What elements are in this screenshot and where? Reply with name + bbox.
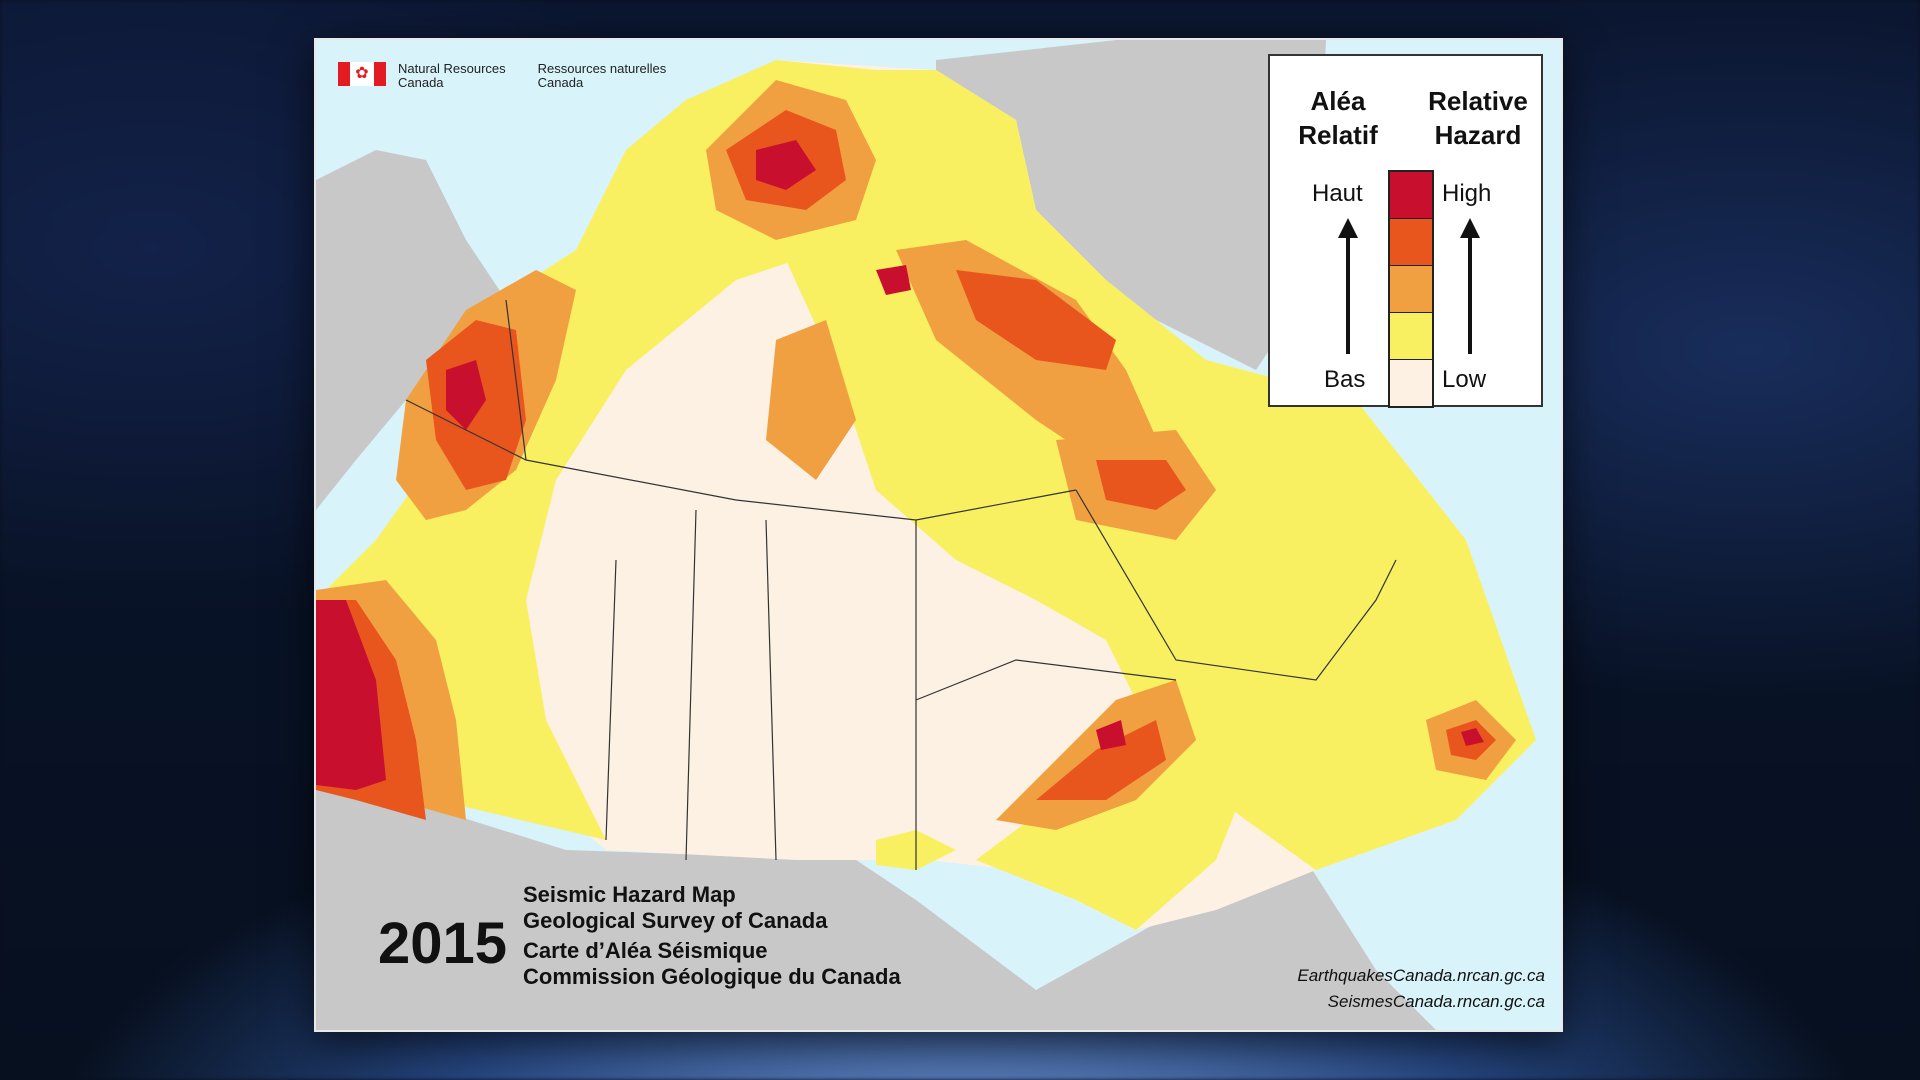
title-en-line1: Seismic Hazard Map <box>523 882 736 907</box>
department-name-en: Natural Resources Canada <box>398 62 506 90</box>
swatch-high <box>1390 172 1432 218</box>
legend-title-fr-line1: Aléa <box>1310 86 1366 116</box>
zone-moderate-baffin-bay <box>766 320 856 480</box>
legend-low-fr: Bas <box>1324 366 1366 393</box>
legend-low-en: Low <box>1442 366 1487 393</box>
department-name-fr: Ressources naturelles Canada <box>538 62 667 90</box>
dept-en-line1: Natural Resources <box>398 61 506 76</box>
legend-color-scale <box>1388 170 1434 408</box>
hazard-legend: Aléa Relatif Relative Hazard Haut Bas Hi… <box>1268 54 1543 408</box>
legend-title-fr: Aléa Relatif <box>1288 84 1388 152</box>
legend-title-en-line1: Relative <box>1428 86 1528 116</box>
arrow-up-icon <box>1338 218 1358 354</box>
website-fr: SeismesCanada.rncan.gc.ca <box>1327 992 1545 1011</box>
nrcan-header: ✿ Natural Resources Canada Ressources na… <box>338 62 666 90</box>
legend-title-fr-line2: Relatif <box>1298 120 1378 150</box>
legend-high-en: High <box>1442 180 1492 207</box>
dept-fr-line2: Canada <box>537 75 584 90</box>
zone-high-haida-gwaii <box>316 600 386 790</box>
website-en: EarthquakesCanada.nrcan.gc.ca <box>1297 966 1545 985</box>
zone-moderate-high-baffin <box>956 270 1116 370</box>
swatch-moderate-high <box>1390 218 1432 265</box>
swatch-low-moderate <box>1390 312 1432 359</box>
zone-moderate-high-labrador <box>1096 460 1186 510</box>
legend-title-en-line2: Hazard <box>1434 120 1522 150</box>
seismic-hazard-map: ✿ Natural Resources Canada Ressources na… <box>316 40 1561 1030</box>
map-year: 2015 <box>378 911 508 976</box>
greenland-land <box>936 40 1326 370</box>
legend-title-en: Relative Hazard <box>1418 84 1538 152</box>
usa-land <box>316 790 1436 1030</box>
zone-high-arctic <box>756 140 816 190</box>
zone-high-grand-banks <box>1461 728 1484 746</box>
zone-low-moderate-west <box>316 60 916 840</box>
map-canvas <box>316 40 1536 1030</box>
legend-high-fr: Haut <box>1312 180 1363 207</box>
province-borders <box>405 299 1397 870</box>
zone-high-yukon <box>446 360 486 430</box>
zone-high-charlevoix <box>1096 720 1126 750</box>
swatch-low <box>1390 359 1432 406</box>
swatch-moderate <box>1390 265 1432 312</box>
dept-en-line2: Canada <box>398 75 444 90</box>
title-fr-line2: Commission Géologique du Canada <box>523 964 901 989</box>
zone-moderate-high-stlawrence <box>1036 720 1166 800</box>
arrow-up-icon <box>1460 218 1480 354</box>
dept-fr-line1: Ressources naturelles <box>537 61 667 76</box>
canada-flag-icon: ✿ <box>338 62 386 86</box>
zone-high-baffin <box>876 265 911 295</box>
title-fr-line1: Carte d’Aléa Séismique <box>523 938 768 963</box>
alaska-land <box>316 150 506 510</box>
title-en-line2: Geological Survey of Canada <box>523 908 828 933</box>
